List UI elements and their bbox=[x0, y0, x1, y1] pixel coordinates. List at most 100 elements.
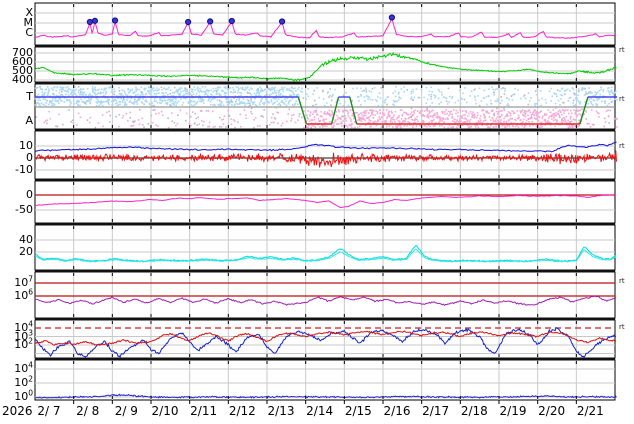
sector-scatter-dot bbox=[291, 86, 293, 89]
sector-scatter-dot bbox=[103, 87, 106, 90]
sector-scatter-dot bbox=[574, 97, 577, 99]
sector-scatter-dot bbox=[346, 126, 349, 128]
sector-scatter-dot bbox=[396, 100, 398, 103]
sector-scatter-dot bbox=[442, 112, 444, 115]
sector-scatter-dot bbox=[206, 89, 208, 91]
sector-scatter-dot bbox=[70, 120, 73, 123]
sector-scatter-dot bbox=[182, 101, 185, 104]
sector-scatter-dot bbox=[562, 109, 564, 111]
sector-scatter-dot bbox=[323, 121, 325, 123]
series-dst bbox=[34, 194, 616, 209]
sector-scatter-dot bbox=[342, 120, 344, 122]
sector-scatter-dot bbox=[492, 88, 495, 91]
sector-scatter-dot bbox=[550, 122, 552, 124]
sector-scatter-dot bbox=[335, 101, 338, 104]
sector-scatter-dot bbox=[530, 117, 533, 119]
sector-scatter-dot bbox=[216, 91, 218, 94]
sector-scatter-dot bbox=[67, 89, 69, 91]
sector-scatter-dot bbox=[467, 124, 470, 126]
sector-scatter-dot bbox=[416, 110, 419, 112]
sector-scatter-dot bbox=[333, 124, 335, 127]
sector-scatter-dot bbox=[164, 88, 167, 91]
sector-scatter-dot bbox=[594, 91, 597, 93]
sector-scatter-dot bbox=[535, 125, 538, 127]
sector-scatter-dot bbox=[81, 91, 84, 94]
sector-scatter-dot bbox=[116, 97, 119, 99]
panel-frame bbox=[34, 130, 616, 180]
sector-scatter-dot bbox=[89, 116, 91, 119]
sector-scatter-dot bbox=[110, 91, 113, 93]
sector-scatter-dot bbox=[595, 103, 597, 105]
sector-scatter-dot bbox=[226, 98, 229, 100]
sector-scatter-dot bbox=[536, 126, 538, 128]
sector-scatter-dot bbox=[232, 86, 234, 89]
sector-scatter-dot bbox=[376, 121, 378, 123]
sector-scatter-dot bbox=[271, 103, 274, 105]
sector-scatter-dot bbox=[476, 114, 479, 117]
sector-scatter-dot bbox=[189, 115, 192, 118]
x-axis-date-label: 2/18 bbox=[460, 404, 488, 418]
sector-scatter-dot bbox=[40, 102, 43, 105]
sector-scatter-dot bbox=[302, 97, 305, 99]
sector-scatter-dot bbox=[276, 111, 279, 114]
sector-scatter-dot bbox=[492, 119, 495, 121]
sector-scatter-dot bbox=[281, 99, 283, 102]
sector-scatter-dot bbox=[380, 87, 383, 89]
sector-scatter-dot bbox=[133, 91, 136, 93]
sector-scatter-dot bbox=[72, 91, 74, 93]
sector-scatter-dot bbox=[476, 124, 479, 127]
sector-scatter-dot bbox=[403, 86, 406, 88]
sector-scatter-dot bbox=[349, 117, 351, 119]
sector-scatter-dot bbox=[394, 100, 397, 102]
sector-scatter-dot bbox=[468, 126, 471, 128]
sector-scatter-dot bbox=[614, 117, 617, 120]
sector-scatter-dot bbox=[564, 120, 567, 122]
sector-scatter-dot bbox=[44, 91, 46, 94]
sector-scatter-dot bbox=[223, 91, 226, 94]
sector-scatter-dot bbox=[538, 126, 541, 129]
sector-scatter-dot bbox=[272, 87, 275, 90]
sector-scatter-dot bbox=[508, 98, 510, 101]
sector-scatter-dot bbox=[263, 103, 265, 106]
sector-scatter-dot bbox=[565, 115, 568, 118]
sector-scatter-dot bbox=[269, 94, 271, 97]
sector-scatter-dot bbox=[71, 119, 74, 122]
sector-scatter-dot bbox=[222, 118, 225, 121]
sector-scatter-dot bbox=[278, 94, 280, 96]
sector-scatter-dot bbox=[545, 121, 548, 124]
sector-scatter-dot bbox=[433, 94, 435, 96]
sector-scatter-dot bbox=[45, 88, 48, 91]
sector-scatter-dot bbox=[155, 100, 157, 103]
sector-scatter-dot bbox=[565, 109, 567, 111]
sector-scatter-dot bbox=[436, 113, 439, 116]
sector-scatter-dot bbox=[208, 125, 211, 128]
sector-scatter-dot bbox=[178, 94, 181, 97]
sector-scatter-dot bbox=[455, 126, 458, 129]
sector-scatter-dot bbox=[363, 114, 366, 117]
sector-scatter-dot bbox=[286, 89, 288, 91]
sector-scatter-dot bbox=[154, 95, 157, 98]
sector-scatter-dot bbox=[160, 102, 162, 104]
sector-scatter-dot bbox=[392, 116, 394, 118]
sector-scatter-dot bbox=[165, 92, 167, 94]
series-p8-blue bbox=[34, 327, 617, 358]
sector-scatter-dot bbox=[386, 117, 388, 120]
sector-scatter-dot bbox=[102, 101, 105, 103]
sector-scatter-dot bbox=[537, 120, 540, 122]
sector-scatter-dot bbox=[460, 124, 463, 127]
sector-scatter-dot bbox=[480, 119, 482, 122]
sector-scatter-dot bbox=[259, 90, 262, 93]
sector-scatter-dot bbox=[294, 121, 297, 124]
sector-scatter-dot bbox=[414, 121, 417, 124]
sector-scatter-dot bbox=[610, 86, 613, 89]
sector-scatter-dot bbox=[261, 89, 263, 91]
sector-scatter-dot bbox=[581, 108, 583, 111]
sector-scatter-dot bbox=[76, 99, 79, 102]
sector-scatter-dot bbox=[142, 98, 144, 100]
sector-scatter-dot bbox=[452, 125, 455, 128]
sector-scatter-dot bbox=[104, 100, 106, 103]
sector-scatter-dot bbox=[46, 122, 48, 125]
sector-scatter-dot bbox=[60, 93, 62, 96]
sector-scatter-dot bbox=[411, 98, 413, 101]
sector-scatter-dot bbox=[235, 100, 237, 103]
